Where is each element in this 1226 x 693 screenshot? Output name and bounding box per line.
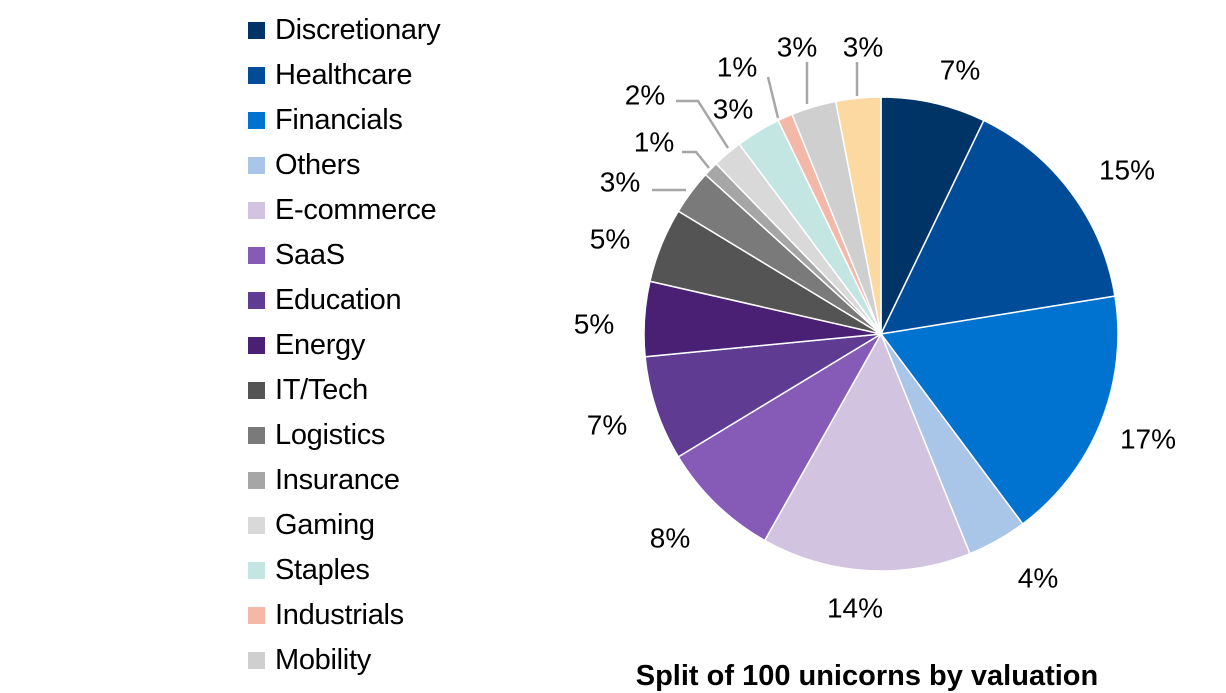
legend-label: Discretionary (275, 14, 441, 46)
data-label: 15% (1099, 155, 1155, 186)
legend-item: Energy (248, 323, 508, 368)
legend-swatch (248, 427, 265, 444)
pie-slice (879, 119, 1116, 335)
legend-swatch (248, 157, 265, 174)
data-label: 7% (940, 55, 980, 86)
legend-swatch (248, 517, 265, 534)
legend-item: Mobility (248, 638, 508, 683)
legend-swatch (248, 112, 265, 129)
legend-swatch (248, 472, 265, 489)
data-label: 3% (843, 32, 883, 63)
data-label: 7% (587, 410, 627, 441)
legend-swatch (248, 652, 265, 669)
legend-label: Mobility (275, 644, 371, 676)
pie-slice (644, 333, 882, 458)
data-label: 3% (713, 94, 753, 125)
leader-line (676, 99, 730, 149)
legend-label: Others (275, 149, 361, 181)
legend-label: Energy (275, 329, 366, 361)
legend-item: Staples (248, 548, 508, 593)
data-label: 5% (574, 309, 614, 340)
data-label: 4% (1018, 563, 1058, 594)
legend-label: Education (275, 284, 402, 316)
pie-data-labels: 7% 15% 17% 4% 14% 8% 7% 5% 5% 3% 1% 2% 3% 1% 3% 3% (574, 32, 1176, 624)
legend-item: Industrials (248, 593, 508, 638)
pie-slice (879, 295, 1119, 525)
pie-slices (643, 96, 1119, 572)
leader-lines (652, 62, 859, 192)
legend-swatch (248, 202, 265, 219)
chart-title: Split of 100 unicorns by valuation (635, 660, 1099, 692)
data-label: 1% (717, 52, 757, 83)
data-label: 3% (777, 32, 817, 63)
legend-swatch (248, 67, 265, 84)
legend-label: Logistics (275, 419, 386, 451)
legend-item: Insurance (248, 458, 508, 503)
pie-slice (763, 332, 971, 572)
legend-item: Others (248, 143, 508, 188)
pie-slice (834, 96, 882, 335)
legend-label: Industrials (275, 599, 404, 631)
pie-slice (880, 96, 985, 335)
data-label: 17% (1120, 424, 1176, 455)
pie-slice (677, 331, 884, 542)
legend-label: IT/Tech (275, 374, 368, 406)
legend-item: Education (248, 278, 508, 323)
legend-label: Gaming (275, 509, 375, 541)
legend-item: E-commerce (248, 188, 508, 233)
data-label: 8% (650, 523, 690, 554)
data-label: 2% (625, 80, 665, 111)
legend-swatch (248, 607, 265, 624)
legend-item: Financials (248, 98, 508, 143)
legend-item: Logistics (248, 413, 508, 458)
legend-label: E-commerce (275, 194, 437, 226)
legend-label: Staples (275, 554, 370, 586)
chart-legend: Discretionary Healthcare Financials Others E… (248, 8, 508, 683)
legend-label: Financials (275, 104, 403, 136)
legend-item: Healthcare (248, 53, 508, 98)
data-label: 14% (827, 593, 883, 624)
leader-line (766, 76, 780, 119)
data-label: 1% (634, 127, 674, 158)
legend-swatch (248, 22, 265, 39)
legend-item: Gaming (248, 503, 508, 548)
legend-swatch (248, 562, 265, 579)
data-label: 5% (590, 224, 630, 255)
legend-label: SaaS (275, 239, 345, 271)
legend-swatch (248, 337, 265, 354)
legend-item: Discretionary (248, 8, 508, 53)
legend-label: Insurance (275, 464, 400, 496)
legend-swatch (248, 247, 265, 264)
leader-line (682, 150, 710, 169)
data-label: 3% (600, 167, 640, 198)
legend-label: Healthcare (275, 59, 413, 91)
legend-swatch (248, 382, 265, 399)
legend-item: IT/Tech (248, 368, 508, 413)
legend-swatch (248, 292, 265, 309)
legend-item: SaaS (248, 233, 508, 278)
